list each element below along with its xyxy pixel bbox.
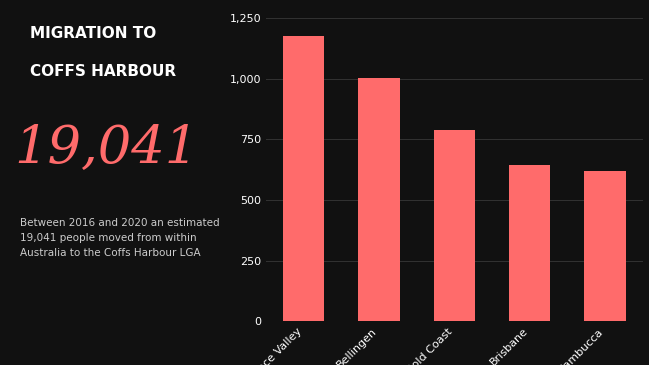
Text: COFFS HARBOUR: COFFS HARBOUR xyxy=(30,64,176,79)
Bar xyxy=(283,36,324,321)
Bar xyxy=(584,171,626,321)
Text: 19,041: 19,041 xyxy=(15,122,199,173)
Text: Between 2016 and 2020 an estimated
19,041 people moved from within
Australia to : Between 2016 and 2020 an estimated 19,04… xyxy=(19,218,219,258)
Bar xyxy=(509,165,550,321)
Bar xyxy=(358,78,400,321)
Bar xyxy=(434,130,475,321)
Text: MIGRATION TO: MIGRATION TO xyxy=(30,26,156,41)
